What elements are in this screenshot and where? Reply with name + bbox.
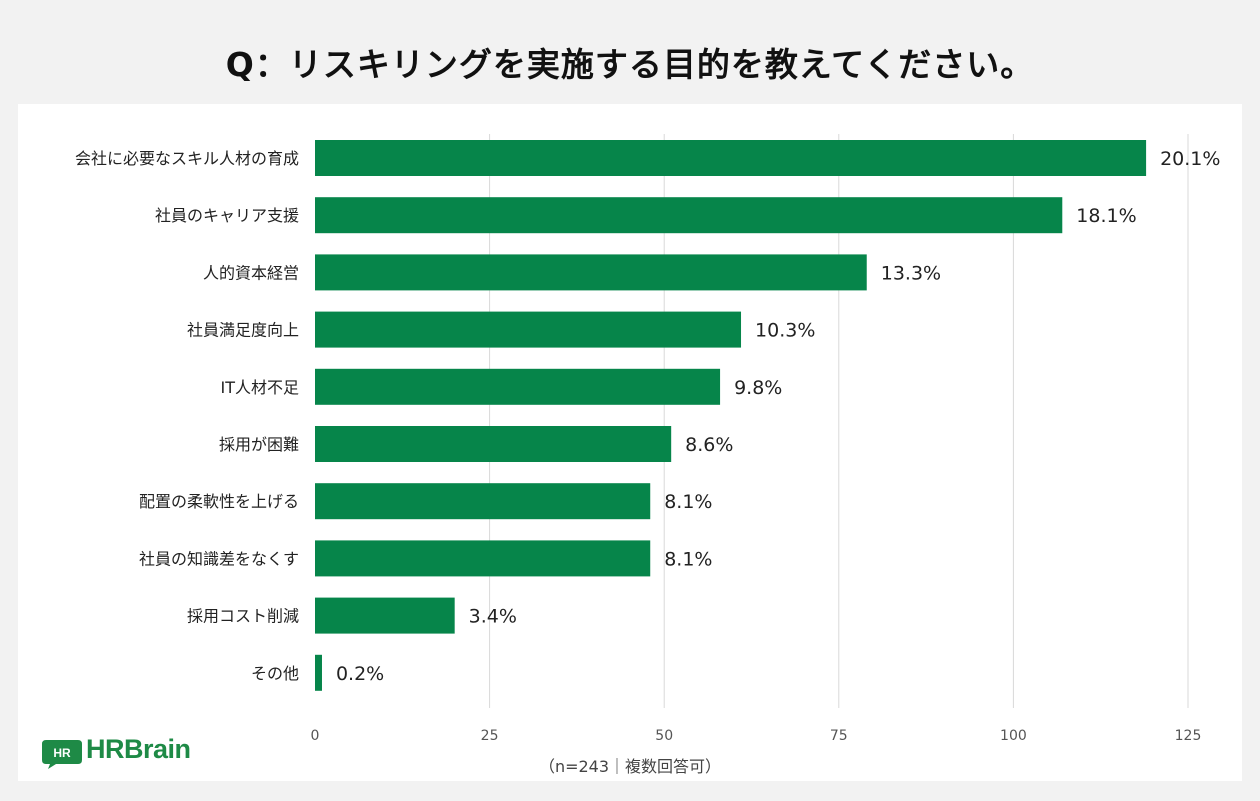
- x-tick-label: 75: [830, 728, 848, 744]
- data-label: 8.6%: [685, 434, 733, 456]
- category-label: 社員のキャリア支援: [155, 206, 299, 225]
- bar-chart: 20.1% 18.1% 13.3% 10.3% 9.8% 8.6% 8.1% 8.1% 3.4%…: [75, 134, 1220, 744]
- x-axis-ticks: 0 25 50 75 100 125: [311, 728, 1202, 744]
- data-label: 18.1%: [1076, 205, 1136, 227]
- data-label: 0.2%: [336, 663, 384, 685]
- data-label: 3.4%: [469, 606, 517, 628]
- bar: [315, 311, 742, 348]
- x-tick-label: 100: [1000, 728, 1027, 744]
- bar: [315, 254, 867, 291]
- category-label: 採用が困難: [219, 435, 299, 454]
- logo-text: HRBrain: [86, 734, 191, 764]
- x-tick-label: 125: [1175, 728, 1202, 744]
- category-label: 配置の柔軟性を上げる: [139, 492, 299, 511]
- category-label: IT人材不足: [221, 378, 300, 397]
- category-label: 社員満足度向上: [187, 321, 299, 340]
- hrbrain-logo-icon: HR: [42, 740, 82, 769]
- category-label: 社員の知識差をなくす: [139, 549, 299, 568]
- category-label: その他: [251, 664, 299, 683]
- category-label: 人的資本経営: [203, 263, 299, 282]
- category-label: 採用コスト削減: [187, 607, 299, 626]
- x-tick-label: 25: [481, 728, 499, 744]
- bars: [315, 140, 1147, 691]
- bar: [315, 540, 651, 577]
- chart-title: Q：リスキリングを実施する目的を教えてください。: [225, 45, 1035, 84]
- data-label: 8.1%: [664, 548, 712, 570]
- chart-panel: 20.1% 18.1% 13.3% 10.3% 9.8% 8.6% 8.1% 8.1% 3.4%…: [18, 104, 1242, 781]
- logo-badge-text: HR: [53, 746, 71, 760]
- bar: [315, 197, 1063, 234]
- bar: [315, 654, 322, 691]
- x-tick-label: 0: [311, 728, 320, 744]
- bar: [315, 368, 721, 405]
- data-label: 8.1%: [664, 491, 712, 513]
- bar: [315, 597, 455, 634]
- data-label: 20.1%: [1160, 148, 1220, 170]
- data-label: 13.3%: [881, 262, 941, 284]
- data-labels: 20.1% 18.1% 13.3% 10.3% 9.8% 8.6% 8.1% 8.1% 3.4%…: [336, 148, 1220, 685]
- data-label: 9.8%: [734, 377, 782, 399]
- bar: [315, 140, 1147, 176]
- sample-note: （n=243｜複数回答可）: [538, 757, 722, 776]
- category-label: 会社に必要なスキル人材の育成: [75, 149, 299, 168]
- data-label: 10.3%: [755, 320, 815, 342]
- x-tick-label: 50: [655, 728, 673, 744]
- bar: [315, 483, 651, 520]
- bar: [315, 426, 672, 462]
